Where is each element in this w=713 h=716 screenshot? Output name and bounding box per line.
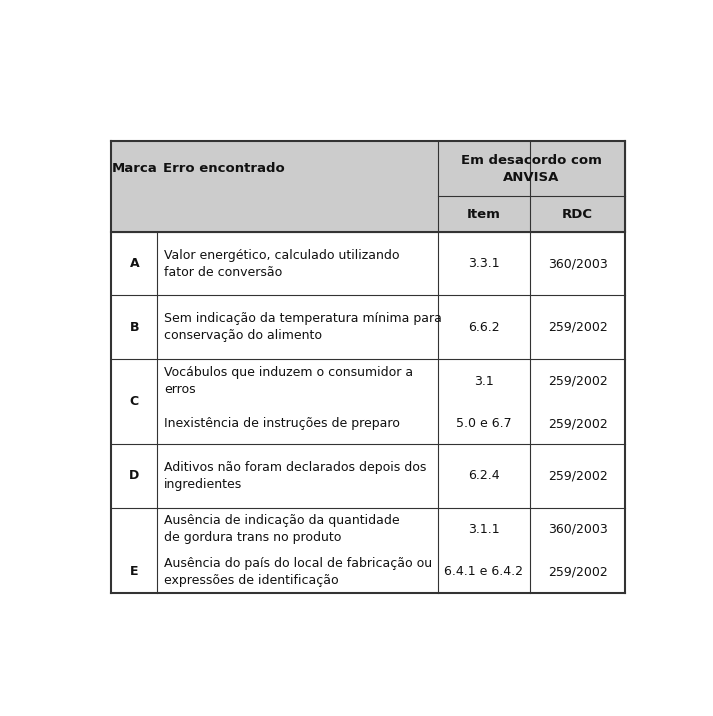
Text: 259/2002: 259/2002 <box>548 417 607 430</box>
Text: 360/2003: 360/2003 <box>548 523 607 536</box>
Text: 3.1: 3.1 <box>474 374 493 387</box>
Text: Ausência do país do local de fabricação ou
expressões de identificação: Ausência do país do local de fabricação … <box>164 557 432 587</box>
Text: Inexistência de instruções de preparo: Inexistência de instruções de preparo <box>164 417 400 430</box>
Text: 259/2002: 259/2002 <box>548 470 607 483</box>
Text: 3.1.1: 3.1.1 <box>468 523 500 536</box>
Text: D: D <box>129 470 140 483</box>
Text: Erro encontrado: Erro encontrado <box>163 162 284 175</box>
Text: Marca: Marca <box>111 162 158 175</box>
Text: 6.2.4: 6.2.4 <box>468 470 500 483</box>
Text: Item: Item <box>467 208 501 221</box>
Text: Ausência de indicação da quantidade
de gordura trans no produto: Ausência de indicação da quantidade de g… <box>164 514 400 544</box>
Text: Vocábulos que induzem o consumidor a
erros: Vocábulos que induzem o consumidor a err… <box>164 366 414 396</box>
Text: 259/2002: 259/2002 <box>548 374 607 387</box>
Text: E: E <box>130 565 138 579</box>
Text: B: B <box>130 321 139 334</box>
Bar <box>111 196 625 232</box>
Text: 6.4.1 e 6.4.2: 6.4.1 e 6.4.2 <box>444 565 523 579</box>
Text: 3.3.1: 3.3.1 <box>468 257 500 270</box>
Bar <box>111 141 625 196</box>
Text: Em desacordo com
ANVISA: Em desacordo com ANVISA <box>461 154 602 183</box>
Text: Valor energético, calculado utilizando
fator de conversão: Valor energético, calculado utilizando f… <box>164 248 399 279</box>
Text: RDC: RDC <box>562 208 593 221</box>
Text: C: C <box>130 395 139 408</box>
Text: 6.6.2: 6.6.2 <box>468 321 500 334</box>
Text: Aditivos não foram declarados depois dos
ingredientes: Aditivos não foram declarados depois dos… <box>164 461 426 491</box>
Text: 259/2002: 259/2002 <box>548 321 607 334</box>
Text: 360/2003: 360/2003 <box>548 257 607 270</box>
Text: Sem indicação da temperatura mínima para
conservação do alimento: Sem indicação da temperatura mínima para… <box>164 312 442 342</box>
Text: A: A <box>130 257 139 270</box>
Text: 259/2002: 259/2002 <box>548 565 607 579</box>
Text: 5.0 e 6.7: 5.0 e 6.7 <box>456 417 512 430</box>
